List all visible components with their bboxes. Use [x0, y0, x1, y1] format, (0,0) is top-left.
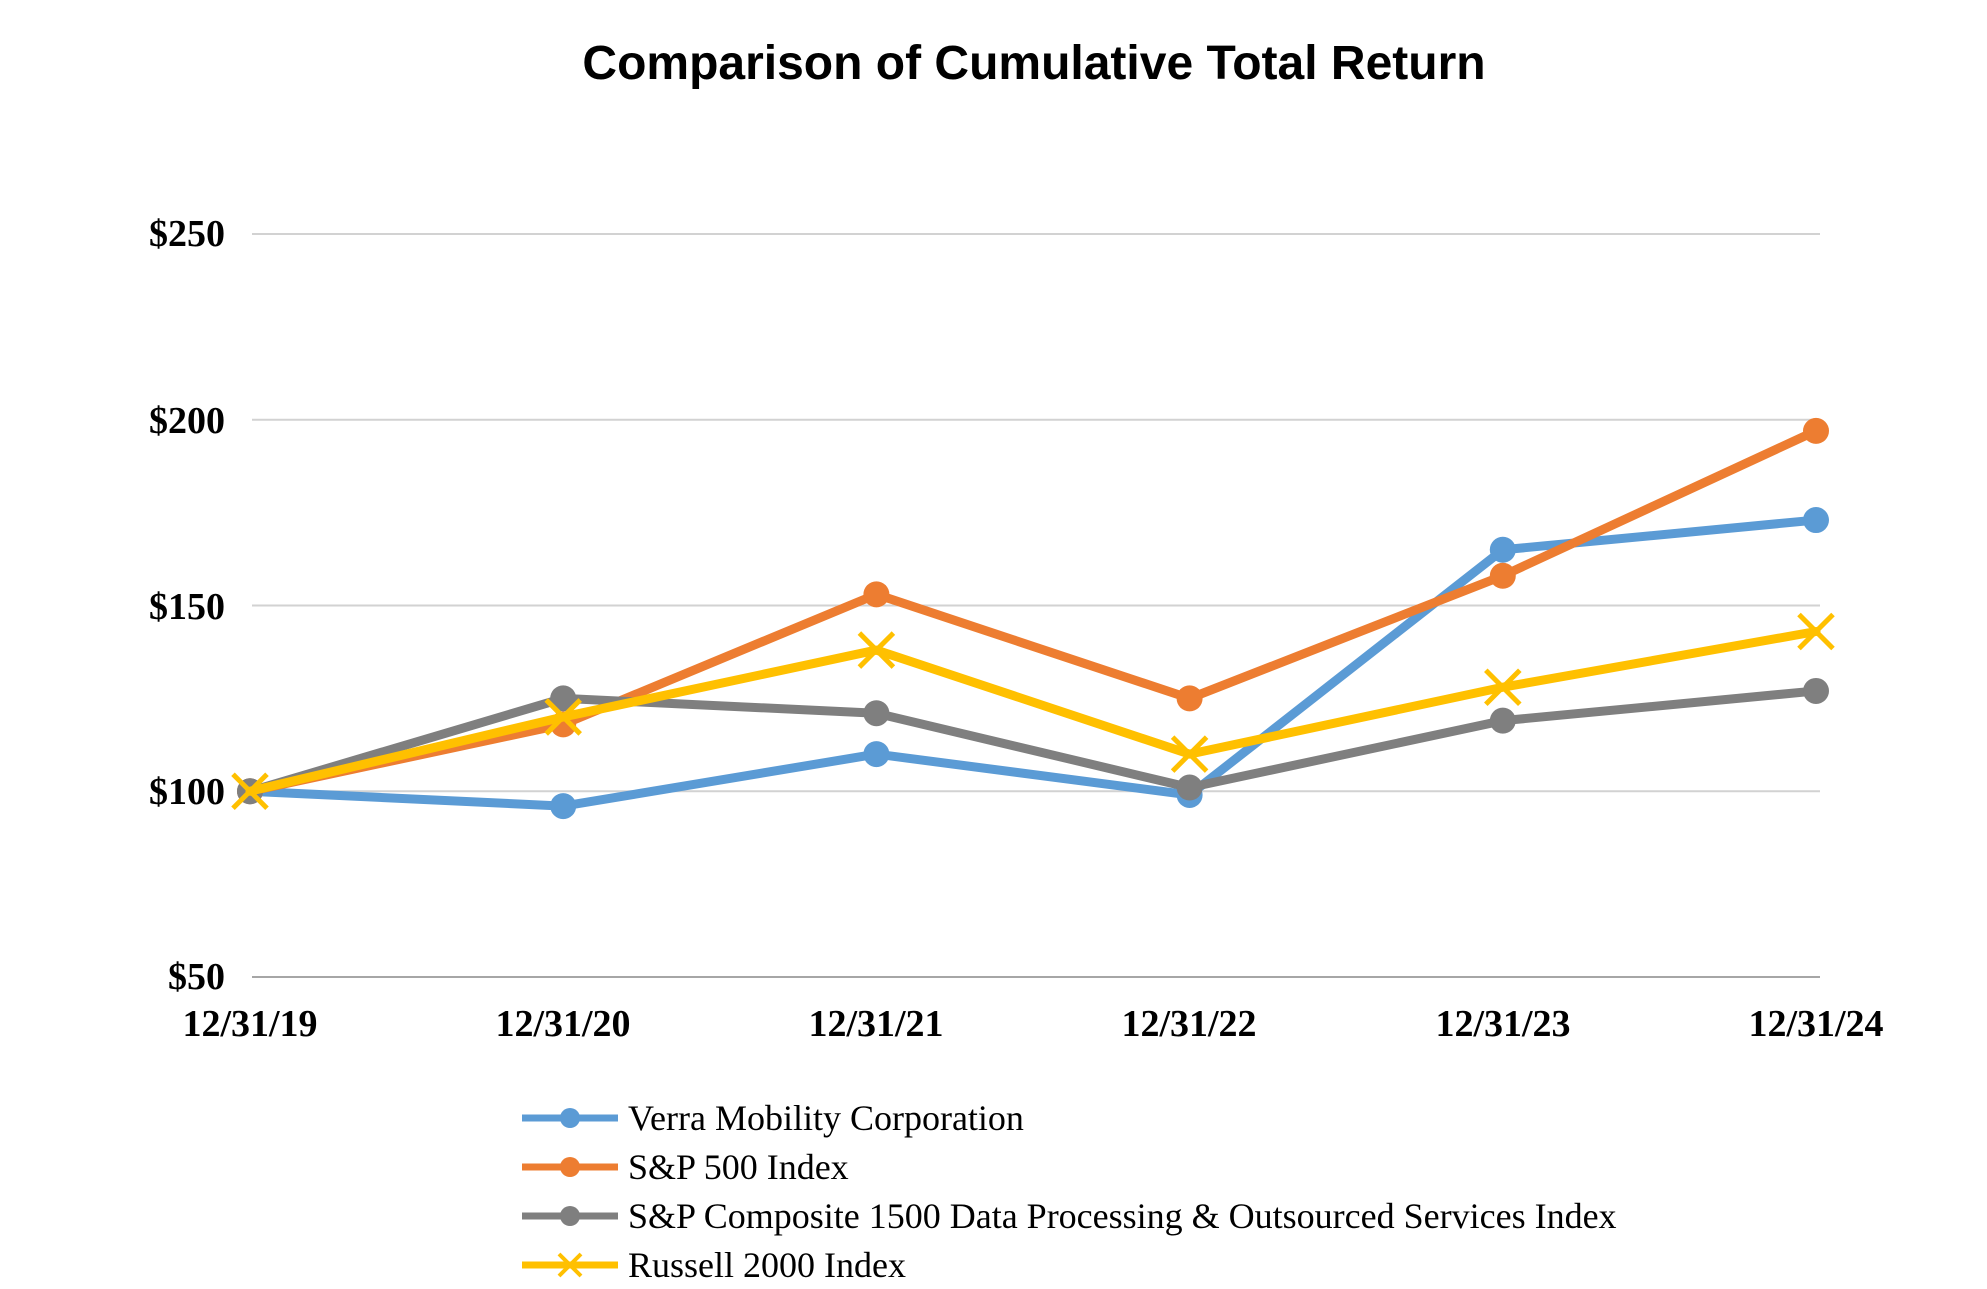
series-4 — [231, 612, 1835, 811]
chart-legend: Verra Mobility Corporation S&P 500 Index… — [522, 1093, 1617, 1289]
circle-marker-icon — [1803, 677, 1829, 704]
x-axis-tick-label: 12/31/21 — [808, 1003, 944, 1045]
x-marker-icon — [1484, 668, 1522, 706]
circle-marker-icon — [1803, 507, 1829, 534]
circle-marker-icon — [550, 793, 577, 820]
series-line — [245, 426, 1821, 796]
legend-swatch-line-circle-icon — [522, 1156, 618, 1177]
chart-title: Comparison of Cumulative Total Return — [582, 37, 1486, 90]
series-line — [245, 686, 1821, 796]
legend-circle-marker-icon — [560, 1156, 580, 1177]
x-axis-tick-label: 12/31/24 — [1748, 1003, 1884, 1045]
series-line — [245, 627, 1821, 796]
circle-marker-icon — [1176, 685, 1203, 712]
circle-marker-icon — [1489, 707, 1516, 734]
series-line — [245, 515, 1821, 811]
legend-circle-marker-icon — [560, 1107, 580, 1128]
y-axis-tick-label: $150 — [149, 586, 225, 628]
legend-item-verra-mobility: Verra Mobility Corporation — [522, 1093, 1617, 1142]
gridlines — [252, 233, 1820, 978]
legend-item-sp-composite-1500: S&P Composite 1500 Data Processing & Out… — [522, 1191, 1617, 1240]
x-marker-icon — [1170, 735, 1209, 773]
circle-marker-icon — [863, 700, 890, 727]
x-axis-tick-label: 12/31/20 — [495, 1003, 631, 1045]
y-axis-tick-label: $100 — [149, 771, 225, 813]
legend-label: Russell 2000 Index — [628, 1244, 906, 1285]
legend-x-marker-icon — [557, 1252, 583, 1277]
x-axis-tick-label: 12/31/23 — [1435, 1003, 1571, 1045]
legend-item-russell-2000: Russell 2000 Index — [522, 1240, 1617, 1289]
circle-marker-icon — [863, 581, 890, 608]
y-axis-tick-label: $200 — [149, 400, 225, 442]
legend-label: Verra Mobility Corporation — [628, 1097, 1024, 1138]
x-axis-tick-label: 12/31/19 — [182, 1003, 318, 1045]
x-marker-icon — [544, 698, 582, 736]
legend-swatch-line-circle-icon — [522, 1107, 618, 1128]
legend-label: S&P Composite 1500 Data Processing & Out… — [628, 1195, 1617, 1236]
x-marker-icon — [231, 772, 269, 811]
circle-marker-icon — [1489, 536, 1516, 563]
legend-item-sp500: S&P 500 Index — [522, 1142, 1617, 1191]
circle-marker-icon — [1176, 774, 1203, 801]
y-axis-tick-label: $50 — [168, 956, 225, 998]
legend-swatch-line-x-icon — [522, 1252, 618, 1277]
circle-marker-icon — [863, 741, 890, 768]
x-axis-tick-label: 12/31/22 — [1121, 1003, 1257, 1045]
y-axis-tick-label: $250 — [149, 213, 225, 255]
legend-label: S&P 500 Index — [628, 1146, 849, 1187]
legend-circle-marker-icon — [560, 1205, 580, 1226]
series-1 — [237, 507, 1829, 820]
circle-marker-icon — [550, 685, 577, 712]
circle-marker-icon — [1803, 417, 1829, 444]
legend-swatch-line-circle-icon — [522, 1205, 618, 1226]
x-marker-icon — [1797, 612, 1835, 651]
circle-marker-icon — [1489, 562, 1516, 589]
x-marker-icon — [857, 631, 896, 669]
